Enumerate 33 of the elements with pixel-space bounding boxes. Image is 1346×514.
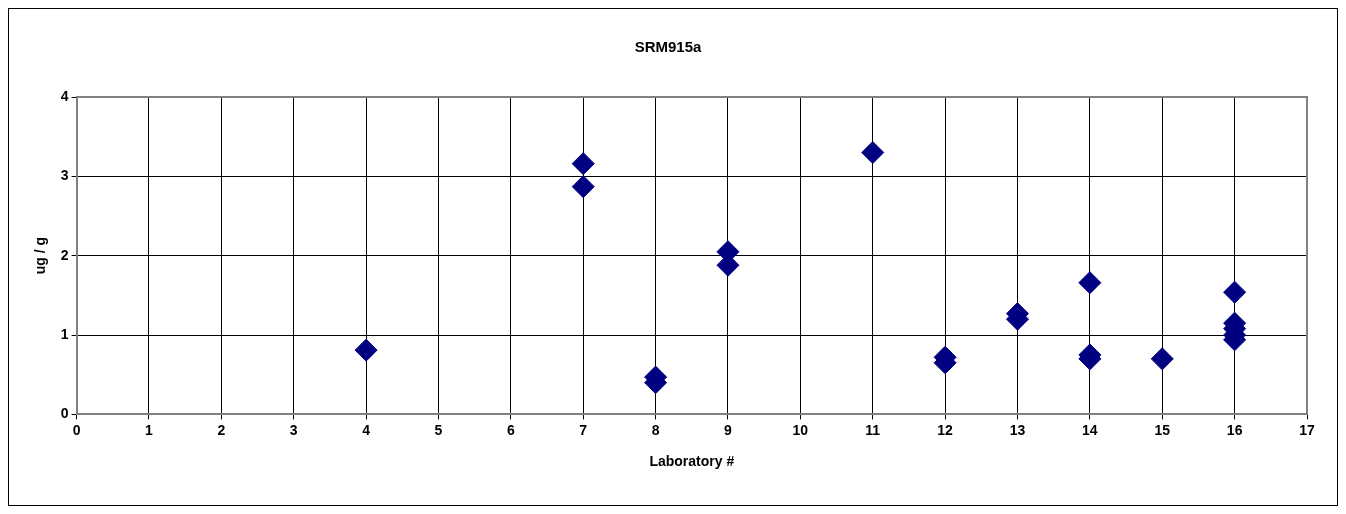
y-tick-label: 3 xyxy=(60,167,69,184)
point xyxy=(861,141,885,165)
y-tick-label: 2 xyxy=(60,246,69,263)
x-tick-label: 8 xyxy=(651,421,660,438)
point xyxy=(1223,280,1247,304)
x-tick-label: 3 xyxy=(289,421,298,438)
y-tick-label: 0 xyxy=(60,405,69,422)
x-tick-label: 15 xyxy=(1154,421,1171,438)
x-tick-label: 7 xyxy=(579,421,588,438)
x-tick-label: 5 xyxy=(434,421,443,438)
x-tick-label: 9 xyxy=(724,421,733,438)
x-tick-label: 1 xyxy=(145,421,154,438)
point xyxy=(571,152,595,176)
x-tick-label: 12 xyxy=(937,421,954,438)
point xyxy=(1150,347,1174,371)
x-tick-label: 2 xyxy=(217,421,226,438)
x-tick-label: 14 xyxy=(1082,421,1098,438)
x-axis-title: Laboratory # xyxy=(649,453,735,470)
y-tick-label: 4 xyxy=(60,87,69,104)
x-tick-label: 13 xyxy=(1009,421,1026,438)
y-axis-title: ug / g xyxy=(32,237,49,275)
x-tick-label: 6 xyxy=(506,421,515,438)
x-tick-label: 17 xyxy=(1299,421,1315,438)
x-tick-label: 0 xyxy=(72,421,81,438)
x-tick-label: 10 xyxy=(792,421,809,438)
x-tick-label: 16 xyxy=(1226,421,1243,438)
y-tick-label: 1 xyxy=(60,325,69,342)
point xyxy=(571,175,595,199)
point xyxy=(354,338,378,362)
chart-title: SRM915a xyxy=(634,38,703,56)
x-tick-label: 4 xyxy=(362,421,371,438)
x-tick-label: 11 xyxy=(865,421,881,438)
point xyxy=(1078,271,1102,295)
